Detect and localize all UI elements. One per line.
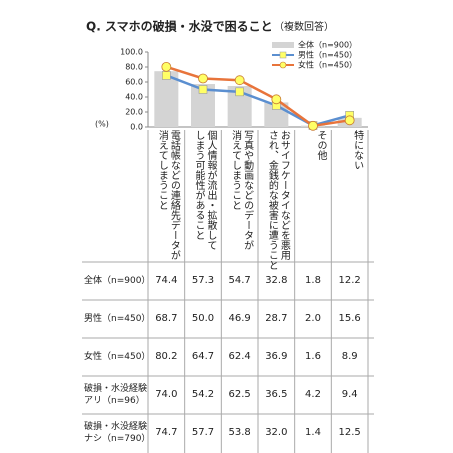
y-tick-label: 100.0 [120, 48, 143, 57]
legend-label: 全体（n=900） [298, 40, 357, 50]
table-cell: 4.2 [305, 389, 321, 400]
marker [198, 73, 208, 84]
y-tick-label: 80.0 [125, 63, 143, 72]
y-tick-label: 40.0 [125, 93, 143, 102]
chart-subtitle: （複数回答） [274, 20, 334, 33]
table-cell: 32.8 [265, 275, 288, 286]
table-cell: 12.2 [338, 275, 361, 286]
table-cell: 1.8 [305, 275, 321, 286]
table-cell: 36.5 [265, 389, 288, 400]
legend-label: 女性（n=450） [298, 60, 357, 70]
marker [271, 94, 282, 105]
table-cell: 57.7 [191, 427, 215, 438]
table-cell: 54.2 [191, 389, 215, 400]
table-cell: 74.7 [155, 427, 178, 438]
table-cell: 36.9 [265, 351, 288, 362]
table-cell: 12.5 [338, 427, 361, 438]
row-label: 男性（n=450） [84, 314, 151, 324]
table-cell: 64.7 [191, 351, 215, 362]
marker [161, 61, 172, 72]
marker [344, 115, 355, 126]
table-cell: 8.9 [341, 351, 358, 362]
table-cell: 54.7 [228, 275, 251, 286]
legend-label: 男性（n=450） [298, 50, 357, 60]
legend-marker [279, 61, 287, 69]
table-cell: 32.0 [265, 427, 288, 438]
table-cell: 57.3 [191, 275, 215, 286]
marker [198, 85, 208, 94]
table-cell: 74.4 [155, 275, 178, 286]
marker [234, 75, 245, 86]
table-cell: 68.7 [155, 313, 178, 324]
table-cell: 15.6 [338, 313, 361, 324]
table-cell: 74.0 [155, 389, 178, 400]
marker [162, 71, 171, 80]
table-cell: 46.9 [228, 313, 251, 324]
table-cell: 2.0 [305, 313, 321, 324]
category-label: その他 [315, 130, 326, 160]
legend-marker [279, 51, 287, 59]
marker [308, 120, 318, 131]
y-tick-label: 60.0 [125, 78, 143, 87]
row-label: 全体（n=900） [84, 276, 151, 286]
category-label: おサイフケータイなどを悪用 され、金銭的な被害に遭うこと [266, 130, 290, 270]
table-cell: 80.2 [155, 351, 178, 362]
table-cell: 53.8 [228, 427, 251, 438]
y-tick-label: 0.0 [130, 123, 143, 132]
y-axis-label: (%) [95, 120, 109, 129]
table-cell: 50.0 [191, 313, 215, 324]
line [165, 65, 350, 128]
category-label: 個人情報が流出・拡散して しまう可能性があること [193, 130, 216, 250]
category-label: 特にない [351, 130, 363, 170]
table-cell: 62.5 [228, 389, 251, 400]
row-label: 女性（n=450） [84, 352, 151, 362]
bar [154, 71, 179, 127]
chart-title: Q. スマホの破損・水没で困ること [86, 19, 273, 34]
table-cell: 1.6 [305, 351, 321, 362]
marker [235, 87, 244, 97]
row-label: 破損・水没経験 ナシ（n=790） [84, 422, 151, 444]
row-label: 破損・水没経験 アリ（n=96） [84, 384, 148, 406]
legend-swatch [272, 42, 294, 48]
table-cell: 1.4 [305, 427, 321, 438]
table-cell: 62.4 [228, 351, 251, 362]
y-tick-label: 20.0 [125, 108, 143, 117]
category-label: 写真や動画などのデータが 消えてしまうこと [229, 130, 253, 250]
table-cell: 28.7 [265, 313, 288, 324]
category-label: 電話帳などの連絡先データが 消えてしまうこと [156, 130, 180, 260]
table-cell: 9.4 [341, 389, 358, 400]
